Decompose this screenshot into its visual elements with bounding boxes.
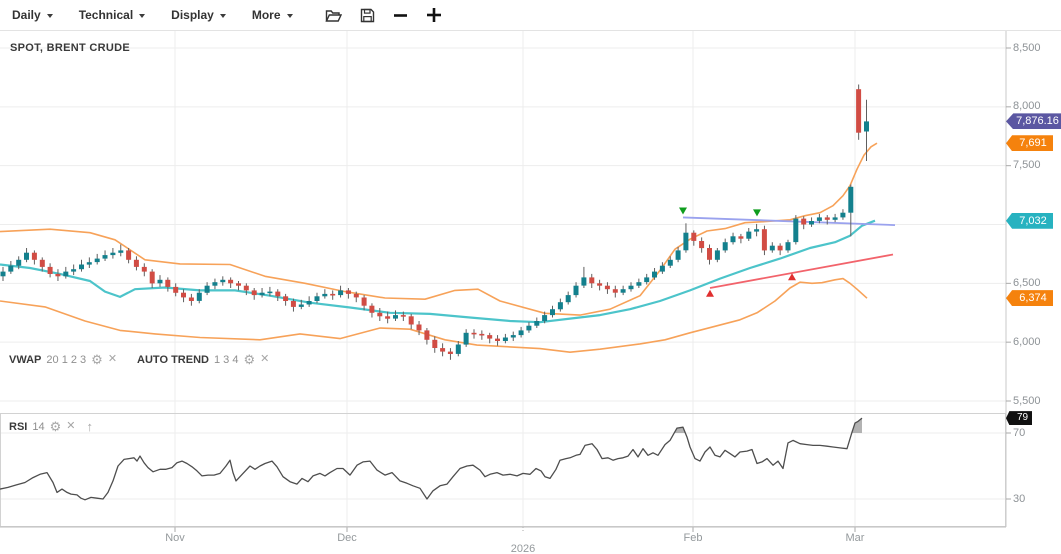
chevron-down-icon — [139, 14, 146, 18]
vwap-indicator-params: 20 1 2 3 — [46, 353, 87, 366]
vwap-remove-icon[interactable]: ✕ — [107, 353, 118, 365]
symbol-label: SPOT, BRENT CRUDE — [10, 42, 130, 54]
timeframe-menu-label: Daily — [12, 8, 41, 22]
more-menu-label: More — [251, 8, 281, 22]
save-chart-button[interactable] — [360, 8, 375, 23]
price-tick-label: 6,500 — [1013, 276, 1041, 289]
rsi-value-badge: 79 — [1006, 411, 1032, 426]
display-menu-label: Display — [171, 8, 214, 22]
vwap-line — [0, 219, 876, 324]
rsi-settings-icon[interactable]: ⚙ — [49, 419, 62, 434]
technical-menu[interactable]: Technical — [78, 8, 146, 22]
minus-icon — [393, 13, 407, 17]
auto-trend-indicator-label: AUTO TREND — [137, 353, 209, 366]
toolbar-icon-group — [324, 7, 442, 23]
trend-markers — [679, 207, 796, 297]
display-menu[interactable]: Display — [171, 8, 226, 22]
last-price-badge: 7,876.16 — [1006, 113, 1061, 130]
toolbar: Daily Technical Display More — [0, 0, 1061, 31]
zoom-in-button[interactable] — [426, 7, 442, 23]
price-tick-label: 7,500 — [1013, 159, 1041, 172]
save-icon — [360, 8, 374, 22]
price-tick-label: 8,500 — [1013, 41, 1041, 54]
technical-menu-label: Technical — [78, 8, 134, 22]
chevron-down-icon — [46, 14, 53, 18]
x-axis-label: 2026 — [510, 543, 536, 554]
sell-marker-icon — [679, 207, 687, 215]
lower-band-badge: 6,374 — [1006, 290, 1053, 307]
upper-band-badge: 7,691 — [1006, 135, 1053, 152]
move-pane-up-icon[interactable]: ↑ — [86, 419, 93, 434]
rsi-remove-icon[interactable]: ✕ — [66, 420, 76, 432]
zoom-out-button[interactable] — [393, 8, 408, 23]
rsi-indicator-params: 14 — [32, 420, 45, 433]
overlay-indicator-row: VWAP 20 1 2 3 ⚙ ✕ AUTO TREND 1 3 4 ⚙ ✕ — [9, 353, 269, 366]
sell-marker-icon — [753, 209, 761, 217]
auto-trend-settings-icon[interactable]: ⚙ — [243, 352, 256, 367]
open-chart-button[interactable] — [324, 8, 342, 23]
auto-trend-indicator-params: 1 3 4 — [213, 353, 239, 366]
x-axis-label: Dec — [337, 532, 357, 544]
folder-open-icon — [324, 9, 342, 22]
buy-marker-icon — [706, 289, 714, 297]
price-tick-label: 5,500 — [1013, 394, 1041, 407]
timeframe-menu[interactable]: Daily — [12, 8, 53, 22]
support-trendline — [709, 253, 894, 289]
buy-marker-icon — [788, 273, 796, 281]
vwap-indicator-label: VWAP — [9, 353, 42, 366]
plus-icon — [426, 8, 441, 22]
chevron-down-icon — [286, 14, 293, 18]
rsi-tick-label: 30 — [1013, 492, 1026, 505]
auto-trend-remove-icon[interactable]: ✕ — [260, 353, 270, 365]
candles — [0, 84, 869, 360]
rsi-tick-label: 70 — [1013, 426, 1026, 439]
more-menu[interactable]: More — [252, 8, 293, 22]
price-tick-label: 6,000 — [1013, 335, 1041, 348]
price-tick-label: 8,000 — [1013, 100, 1041, 113]
rsi-line — [0, 417, 863, 501]
x-axis-label: Feb — [683, 532, 703, 544]
rsi-indicator-label: RSI — [9, 420, 28, 433]
bollinger-bands — [0, 142, 878, 354]
chevron-down-icon — [219, 14, 226, 18]
vwap-badge: 7,032 — [1006, 212, 1053, 229]
rsi-indicator-row: RSI 14 ⚙ ✕ ↑ — [9, 420, 93, 433]
x-axis-label: Nov — [165, 532, 185, 544]
resistance-trendline — [682, 216, 896, 226]
vwap-settings-icon[interactable]: ⚙ — [91, 352, 103, 367]
x-axis-label: Mar — [845, 532, 865, 544]
